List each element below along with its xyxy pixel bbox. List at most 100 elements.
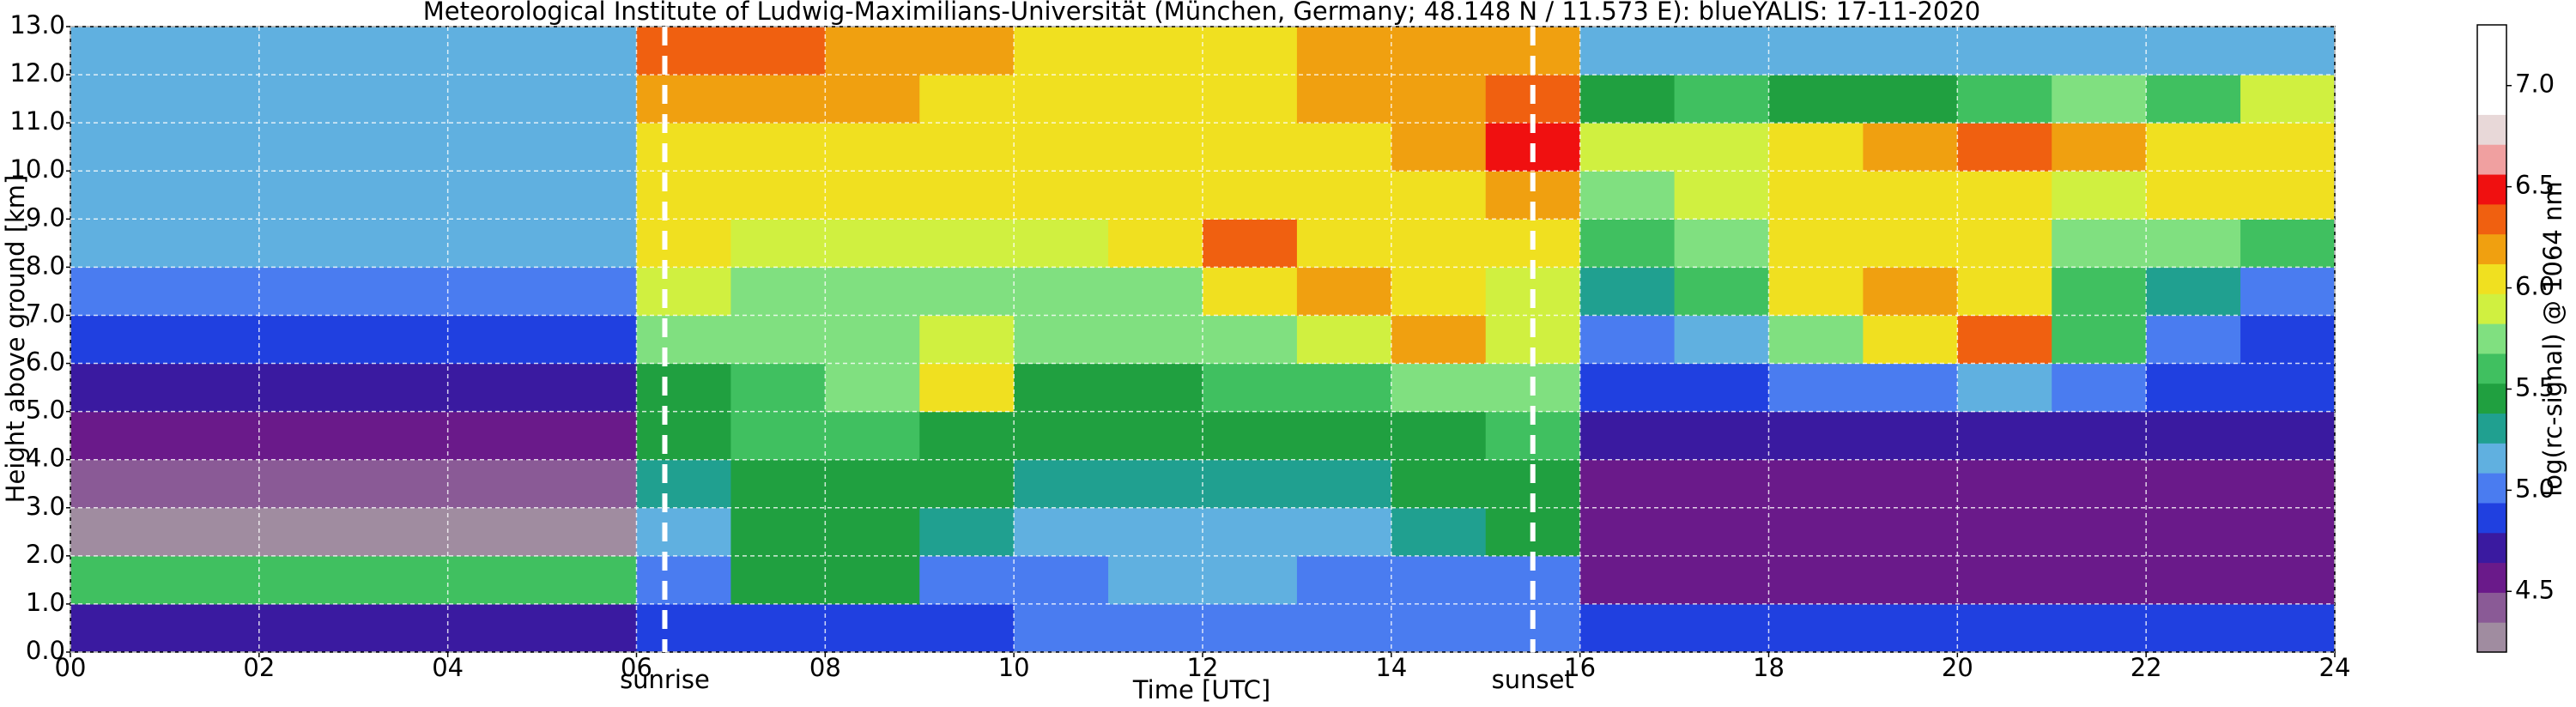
heatmap-cell — [70, 123, 166, 172]
heatmap-cell — [1014, 603, 1109, 653]
heatmap-cell — [2240, 555, 2336, 605]
heatmap-cell — [1296, 363, 1392, 413]
heatmap-cell — [1203, 411, 1298, 461]
heatmap-cell — [1391, 171, 1487, 220]
heatmap-cell — [1296, 603, 1392, 653]
heatmap-cell — [919, 315, 1015, 365]
heatmap-cell — [1579, 603, 1676, 653]
heatmap-cell — [1014, 507, 1109, 557]
heatmap-cell — [1579, 267, 1676, 316]
heatmap-cell — [1391, 219, 1487, 268]
heatmap-cell — [636, 171, 731, 220]
heatmap-cell — [1579, 363, 1676, 413]
heatmap-cell — [730, 27, 826, 76]
heatmap-cell — [2240, 219, 2336, 268]
heatmap-cell — [70, 315, 166, 365]
y-tick-label: 7.0 — [26, 299, 65, 328]
heatmap-cell — [2052, 363, 2147, 413]
heatmap-cell — [1957, 603, 2052, 653]
heatmap-cell — [825, 555, 920, 605]
heatmap-cell — [164, 363, 260, 413]
heatmap-cell — [1957, 75, 2052, 124]
heatmap-cell — [1108, 507, 1203, 557]
heatmap-cell — [1674, 411, 1769, 461]
heatmap-cell — [1674, 75, 1769, 124]
heatmap-cell — [258, 219, 355, 268]
heatmap-cell — [2146, 171, 2241, 220]
heatmap-cell — [1863, 123, 1958, 172]
heatmap-cell — [825, 219, 920, 268]
heatmap-cell — [919, 27, 1015, 76]
heatmap-cell — [825, 315, 920, 365]
heatmap-cell — [70, 75, 166, 124]
heatmap-cell — [2146, 315, 2241, 365]
heatmap-cell — [1768, 555, 1864, 605]
heatmap-cell — [730, 363, 826, 413]
y-tick-label: 6.0 — [26, 347, 65, 377]
heatmap-cell — [2146, 603, 2241, 653]
heatmap-cell — [919, 171, 1015, 220]
heatmap-cell — [2146, 507, 2241, 557]
heatmap-cell — [1674, 363, 1769, 413]
colorbar-segment — [2477, 473, 2506, 504]
heatmap-cell — [1768, 27, 1864, 76]
heatmap-cell — [353, 459, 449, 509]
heatmap-cell — [730, 555, 826, 605]
heatmap-cell — [542, 267, 637, 316]
heatmap-cell — [1296, 507, 1392, 557]
heatmap-cell — [164, 555, 260, 605]
heatmap-cell — [1768, 363, 1864, 413]
heatmap-cell — [2052, 171, 2147, 220]
heatmap-cell — [636, 555, 731, 605]
heatmap-cell — [353, 315, 449, 365]
heatmap-cell — [2240, 411, 2336, 461]
heatmap-cell — [636, 267, 731, 316]
heatmap-cell — [919, 507, 1015, 557]
heatmap-cell — [730, 507, 826, 557]
heatmap-cell — [1391, 603, 1487, 653]
colorbar-tick-label: 6.5 — [2515, 171, 2555, 200]
heatmap-cell — [2240, 459, 2336, 509]
heatmap-cell — [1391, 267, 1487, 316]
colorbar-segment — [2477, 233, 2506, 264]
heatmap-cell — [1863, 603, 1958, 653]
colorbar-segment — [2477, 532, 2506, 564]
heatmap-cell — [2240, 171, 2336, 220]
heatmap-cell — [353, 171, 449, 220]
heatmap-cell — [1108, 363, 1203, 413]
heatmap-cell — [2240, 507, 2336, 557]
y-axis-label: Height above ground [km] — [1, 175, 30, 504]
heatmap-cell — [636, 219, 731, 268]
heatmap-cell — [1957, 363, 2052, 413]
heatmap-cell — [70, 267, 166, 316]
heatmap-cell — [258, 459, 355, 509]
heatmap-cell — [1674, 171, 1769, 220]
heatmap-cell — [447, 363, 543, 413]
heatmap-cell — [1108, 27, 1203, 76]
y-tick-label: 3.0 — [26, 492, 65, 521]
heatmap-cell — [919, 363, 1015, 413]
heatmap-cell — [1296, 75, 1392, 124]
heatmap-cell — [1014, 363, 1109, 413]
heatmap-cell — [2146, 411, 2241, 461]
heatmap-cell — [1957, 27, 2052, 76]
heatmap-cell — [2052, 459, 2147, 509]
heatmap-cell — [1108, 603, 1203, 653]
colorbar-segment — [2477, 622, 2506, 653]
heatmap-cell — [919, 411, 1015, 461]
heatmap-cell — [1203, 123, 1298, 172]
heatmap-cell — [1391, 123, 1487, 172]
heatmap-cell — [636, 315, 731, 365]
heatmap-cell — [1203, 75, 1298, 124]
heatmap-cell — [1674, 267, 1769, 316]
heatmap-cell — [2052, 603, 2147, 653]
heatmap-cell — [1957, 315, 2052, 365]
heatmap-cell — [70, 555, 166, 605]
heatmap-cell — [1768, 459, 1864, 509]
heatmap-cell — [2240, 75, 2336, 124]
heatmap-cell — [542, 171, 637, 220]
heatmap-cell — [542, 507, 637, 557]
heatmap-cell — [1203, 363, 1298, 413]
heatmap-cell — [1579, 507, 1676, 557]
